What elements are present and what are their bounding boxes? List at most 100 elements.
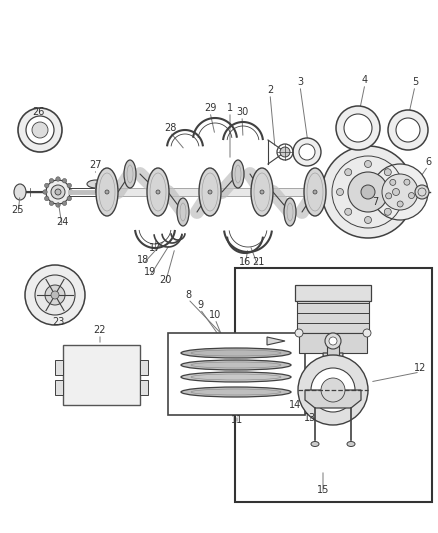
Text: 26: 26 [32, 107, 44, 117]
Ellipse shape [311, 441, 319, 447]
Circle shape [409, 192, 414, 199]
Circle shape [382, 174, 418, 210]
Text: 29: 29 [204, 103, 216, 113]
Circle shape [345, 208, 352, 215]
Circle shape [26, 116, 54, 144]
Circle shape [46, 180, 70, 204]
Ellipse shape [199, 168, 221, 216]
Polygon shape [267, 337, 285, 345]
Circle shape [397, 201, 403, 207]
Circle shape [364, 160, 371, 167]
Circle shape [372, 164, 428, 220]
Ellipse shape [124, 160, 136, 188]
Circle shape [67, 196, 71, 201]
Circle shape [45, 183, 49, 188]
Text: 14: 14 [289, 400, 301, 410]
Ellipse shape [147, 168, 169, 216]
Circle shape [32, 122, 48, 138]
Circle shape [404, 179, 410, 185]
Circle shape [62, 201, 67, 205]
Circle shape [364, 216, 371, 223]
Text: 13: 13 [304, 413, 316, 423]
Circle shape [45, 196, 49, 201]
Circle shape [51, 291, 59, 299]
Text: 21: 21 [252, 257, 264, 267]
Text: 25: 25 [12, 205, 24, 215]
Circle shape [208, 190, 212, 194]
Bar [63, 345, 140, 405]
Circle shape [322, 146, 414, 238]
Circle shape [56, 203, 60, 207]
Bar [55, 380, 63, 395]
Text: 17: 17 [149, 243, 161, 253]
Text: 27: 27 [89, 160, 101, 170]
Ellipse shape [347, 441, 355, 447]
Circle shape [388, 110, 428, 150]
Circle shape [55, 189, 61, 195]
Text: 12: 12 [414, 363, 426, 373]
Polygon shape [321, 353, 345, 383]
Text: 10: 10 [209, 310, 221, 320]
Text: 28: 28 [164, 123, 176, 133]
Circle shape [298, 355, 368, 425]
Circle shape [49, 179, 54, 183]
Circle shape [293, 138, 321, 166]
Text: 15: 15 [317, 485, 329, 495]
Circle shape [344, 114, 372, 142]
Circle shape [390, 180, 396, 185]
Text: 11: 11 [231, 415, 243, 425]
Text: 8: 8 [185, 290, 191, 300]
Circle shape [396, 118, 420, 142]
Circle shape [311, 368, 355, 412]
Text: 5: 5 [412, 77, 418, 87]
Text: 16: 16 [239, 257, 251, 267]
Circle shape [415, 185, 429, 199]
Ellipse shape [14, 184, 26, 200]
Ellipse shape [232, 160, 244, 188]
Text: 4: 4 [362, 75, 368, 85]
Circle shape [51, 185, 65, 199]
Circle shape [67, 183, 71, 188]
Circle shape [361, 185, 375, 199]
Ellipse shape [284, 198, 296, 226]
Text: 6: 6 [425, 157, 431, 167]
Circle shape [329, 337, 337, 345]
Circle shape [156, 190, 160, 194]
Text: 23: 23 [52, 317, 64, 327]
Text: 2: 2 [267, 85, 273, 95]
Circle shape [25, 265, 85, 325]
Circle shape [336, 189, 343, 196]
Text: 30: 30 [236, 107, 248, 117]
Circle shape [295, 329, 303, 337]
Bar [98, 188, 368, 196]
Bar [299, 333, 367, 353]
Circle shape [348, 172, 388, 212]
Ellipse shape [181, 360, 291, 370]
Ellipse shape [251, 168, 273, 216]
Ellipse shape [181, 387, 291, 397]
Bar [297, 301, 369, 333]
Ellipse shape [96, 168, 118, 216]
Circle shape [280, 147, 290, 157]
Circle shape [313, 190, 317, 194]
Circle shape [43, 190, 47, 194]
Circle shape [321, 378, 345, 402]
Circle shape [49, 201, 54, 205]
Text: 18: 18 [137, 255, 149, 265]
Circle shape [35, 275, 75, 315]
Bar [55, 360, 63, 375]
Text: 7: 7 [372, 197, 378, 207]
Circle shape [392, 189, 399, 196]
Ellipse shape [304, 168, 326, 216]
Circle shape [69, 190, 73, 194]
Ellipse shape [181, 348, 291, 358]
Bar [168, 333, 305, 415]
Circle shape [45, 285, 65, 305]
Circle shape [336, 106, 380, 150]
Bar [140, 380, 148, 395]
Text: 20: 20 [159, 275, 171, 285]
Circle shape [385, 193, 392, 199]
Circle shape [363, 329, 371, 337]
Ellipse shape [102, 188, 107, 196]
Bar [295, 285, 371, 301]
